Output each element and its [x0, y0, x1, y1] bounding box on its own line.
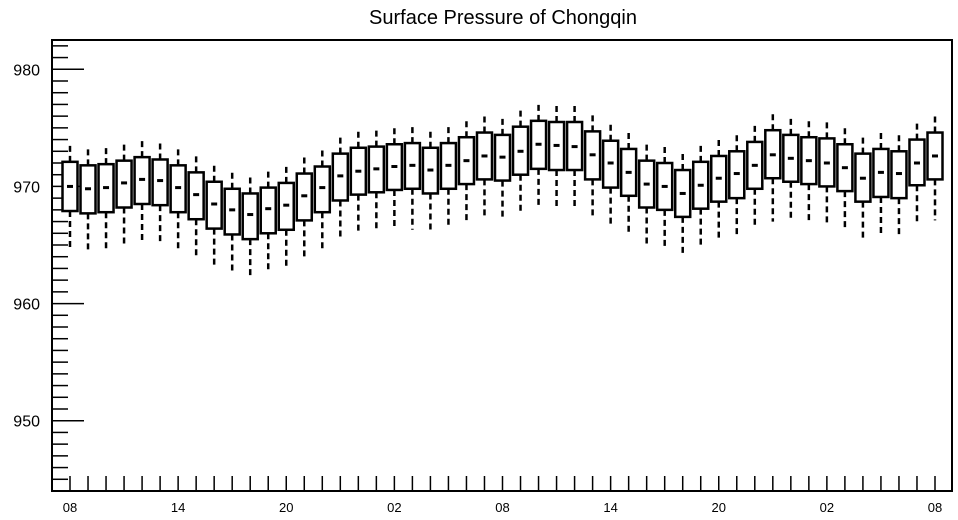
box-body — [313, 165, 332, 214]
box-7 — [187, 154, 205, 260]
y-axis: 950 960 970 980 — [13, 45, 84, 492]
box-1 — [79, 147, 97, 253]
box-17 — [367, 129, 386, 233]
box-11 — [259, 170, 277, 271]
y-tick-label: 960 — [13, 297, 40, 314]
box-30 — [601, 123, 620, 224]
box-34 — [673, 152, 692, 254]
box-10 — [241, 175, 259, 277]
box-25 — [511, 109, 530, 214]
x-tick-label: 14 — [171, 500, 185, 515]
box-26 — [529, 103, 548, 207]
box-31 — [619, 131, 638, 234]
box-45 — [872, 131, 890, 237]
box-2 — [97, 146, 115, 251]
box-14 — [313, 148, 332, 251]
box-12 — [277, 165, 295, 269]
box-24 — [493, 117, 512, 220]
box-body — [223, 187, 241, 236]
box-44 — [854, 136, 872, 241]
box-8 — [205, 164, 223, 269]
box-16 — [349, 130, 368, 235]
box-40 — [782, 117, 800, 220]
y-tick-label: 970 — [13, 179, 40, 196]
box-19 — [403, 125, 422, 230]
box-43 — [836, 126, 854, 230]
box-3 — [115, 143, 133, 248]
box-5 — [151, 141, 169, 245]
box-body — [241, 192, 259, 241]
x-tick-label: 14 — [603, 500, 617, 515]
box-13 — [295, 155, 314, 260]
box-body — [151, 158, 169, 207]
box-22 — [457, 119, 476, 223]
box-39 — [764, 112, 782, 222]
y-tick-label: 980 — [13, 62, 40, 79]
box-29 — [583, 113, 602, 216]
x-axis: 08 14 20 02 08 14 20 02 08 — [63, 476, 942, 515]
chart-title: Surface Pressure of Chongqin — [369, 7, 637, 29]
y-tick-label: 950 — [13, 414, 40, 431]
box-35 — [691, 144, 710, 248]
box-9 — [223, 171, 241, 274]
x-tick-label: 08 — [928, 500, 942, 515]
box-42 — [818, 120, 836, 223]
box-47 — [908, 122, 926, 223]
x-tick-label: 08 — [63, 500, 77, 515]
box-48 — [926, 114, 944, 221]
box-36 — [710, 138, 728, 240]
box-41 — [800, 119, 818, 221]
box-28 — [565, 104, 584, 208]
box-33 — [655, 145, 674, 248]
box-20 — [421, 130, 440, 234]
plot-frame — [51, 39, 953, 492]
box-18 — [385, 126, 404, 230]
box-series — [61, 103, 944, 277]
x-tick-label: 20 — [712, 500, 726, 515]
box-32 — [637, 143, 656, 245]
box-23 — [475, 114, 494, 219]
box-4 — [133, 139, 151, 244]
box-21 — [439, 125, 458, 229]
box-0 — [61, 144, 79, 250]
box-46 — [890, 133, 908, 237]
box-6 — [169, 147, 187, 251]
box-37 — [728, 133, 746, 236]
x-tick-label: 02 — [387, 500, 401, 515]
box-body — [259, 186, 277, 235]
box-15 — [331, 136, 350, 240]
x-tick-label: 08 — [495, 500, 509, 515]
x-tick-label: 20 — [279, 500, 293, 515]
box-27 — [547, 104, 566, 207]
box-38 — [746, 124, 764, 229]
x-tick-label: 02 — [820, 500, 834, 515]
